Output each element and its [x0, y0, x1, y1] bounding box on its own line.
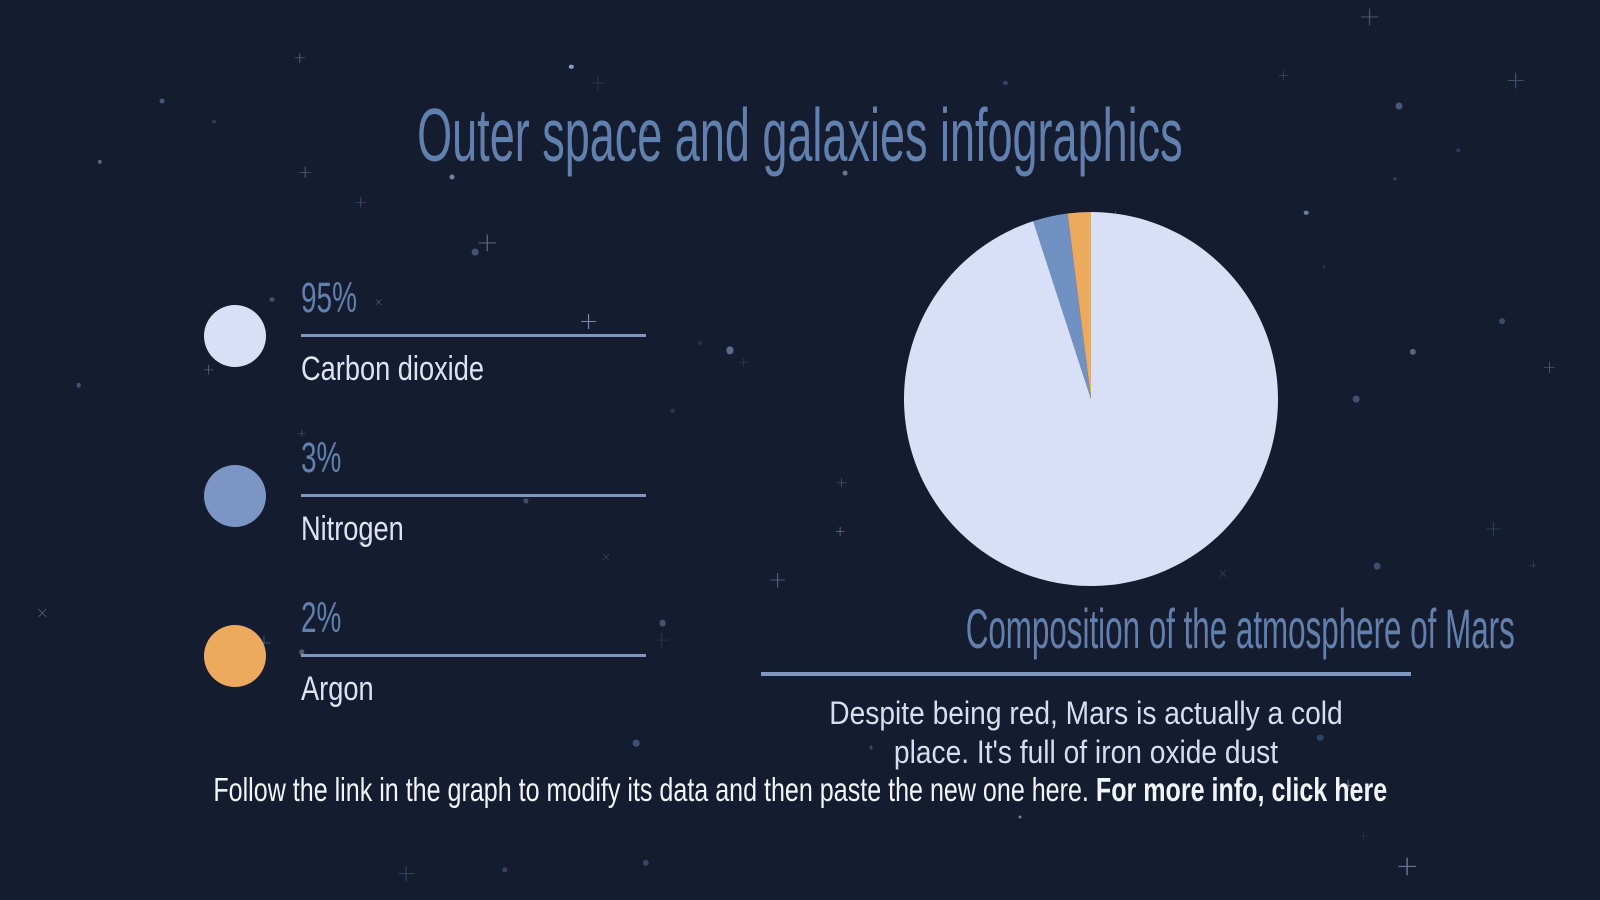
legend-swatch-nitrogen: [204, 464, 266, 527]
legend-label: Carbon dioxide: [301, 350, 484, 389]
star-icon: [642, 859, 649, 867]
star-icon: [1393, 177, 1397, 181]
star-icon: [670, 408, 675, 414]
star-icon: +: [1484, 516, 1503, 542]
footer-note: Follow the link in the graph to modify i…: [0, 770, 1600, 810]
star-icon: +: [293, 48, 307, 68]
star-icon: +: [1505, 65, 1527, 95]
pie-chart-container[interactable]: [903, 212, 1278, 586]
star-icon: [726, 346, 734, 354]
chart-heading: Composition of the atmosphere of Mars: [965, 597, 1515, 660]
star-icon: +: [1395, 848, 1419, 882]
star-icon: +: [1277, 68, 1290, 85]
star-icon: [472, 248, 479, 256]
footer-note-text: Follow the link in the graph to modify i…: [213, 771, 1387, 808]
star-icon: +: [353, 192, 368, 213]
pie-slice-nitrogen[interactable]: [1033, 213, 1091, 399]
legend-swatch-argon: [204, 624, 266, 687]
star-icon: [659, 619, 666, 627]
star-icon: [76, 382, 81, 388]
star-icon: [1499, 318, 1506, 325]
star-icon: [569, 64, 574, 70]
legend-divider: [301, 334, 646, 338]
legend-label: Nitrogen: [301, 510, 404, 549]
legend-item-carbon-dioxide: 95% Carbon dioxide: [204, 274, 646, 390]
star-icon: +: [1541, 356, 1557, 378]
star-icon: [1373, 562, 1381, 570]
star-icon: [1018, 815, 1022, 819]
legend-text-block: 2% Argon: [301, 593, 646, 710]
legend-divider: [301, 494, 646, 498]
star-icon: +: [834, 523, 847, 540]
legend-percent: 95%: [301, 274, 357, 322]
chart-divider: [761, 671, 1411, 676]
star-icon: +: [1358, 1, 1381, 33]
legend-swatch-carbon-dioxide: [204, 305, 266, 367]
pie-slice-argon[interactable]: [1067, 212, 1091, 399]
star-icon: +: [476, 227, 499, 259]
star-icon: [1321, 265, 1326, 269]
star-icon: [697, 341, 702, 346]
legend-text-block: 3% Nitrogen: [301, 433, 646, 550]
star-icon: [1352, 395, 1360, 403]
legend-divider: [301, 654, 646, 658]
legend-label: Argon: [301, 670, 374, 709]
star-icon: +: [1528, 557, 1539, 572]
star-icon: +: [395, 858, 417, 888]
star-icon: ×: [35, 602, 50, 622]
star-icon: +: [588, 70, 608, 97]
legend-item-nitrogen: 3% Nitrogen: [204, 433, 646, 550]
legend-item-argon: 2% Argon: [204, 593, 646, 710]
chart-legend: 95% Carbon dioxide 3% Nitrogen 2% Argon: [204, 274, 646, 756]
star-icon: [1303, 210, 1309, 216]
legend-percent: 3%: [301, 433, 342, 482]
star-icon: +: [738, 355, 750, 371]
star-icon: [1409, 349, 1416, 356]
page-title-text: Outer space and galaxies infographics: [417, 93, 1183, 177]
chart-caption: Composition of the atmosphere of Mars De…: [750, 597, 1515, 772]
star-icon: [1003, 80, 1008, 86]
star-icon: +: [835, 473, 848, 492]
star-icon: +: [652, 627, 672, 654]
star-icon: [502, 867, 508, 873]
legend-text-block: 95% Carbon dioxide: [301, 274, 646, 390]
pie-chart[interactable]: [903, 212, 1278, 586]
pie-slice-carbon-dioxide[interactable]: [903, 212, 1278, 586]
star-icon: +: [767, 567, 788, 593]
footer-link[interactable]: For more info, click here: [1095, 771, 1387, 808]
page-title: Outer space and galaxies infographics: [0, 94, 1600, 177]
chart-description: Despite being red, Mars is actually a co…: [829, 694, 1343, 770]
star-icon: +: [1356, 826, 1371, 846]
legend-percent: 2%: [301, 593, 342, 642]
